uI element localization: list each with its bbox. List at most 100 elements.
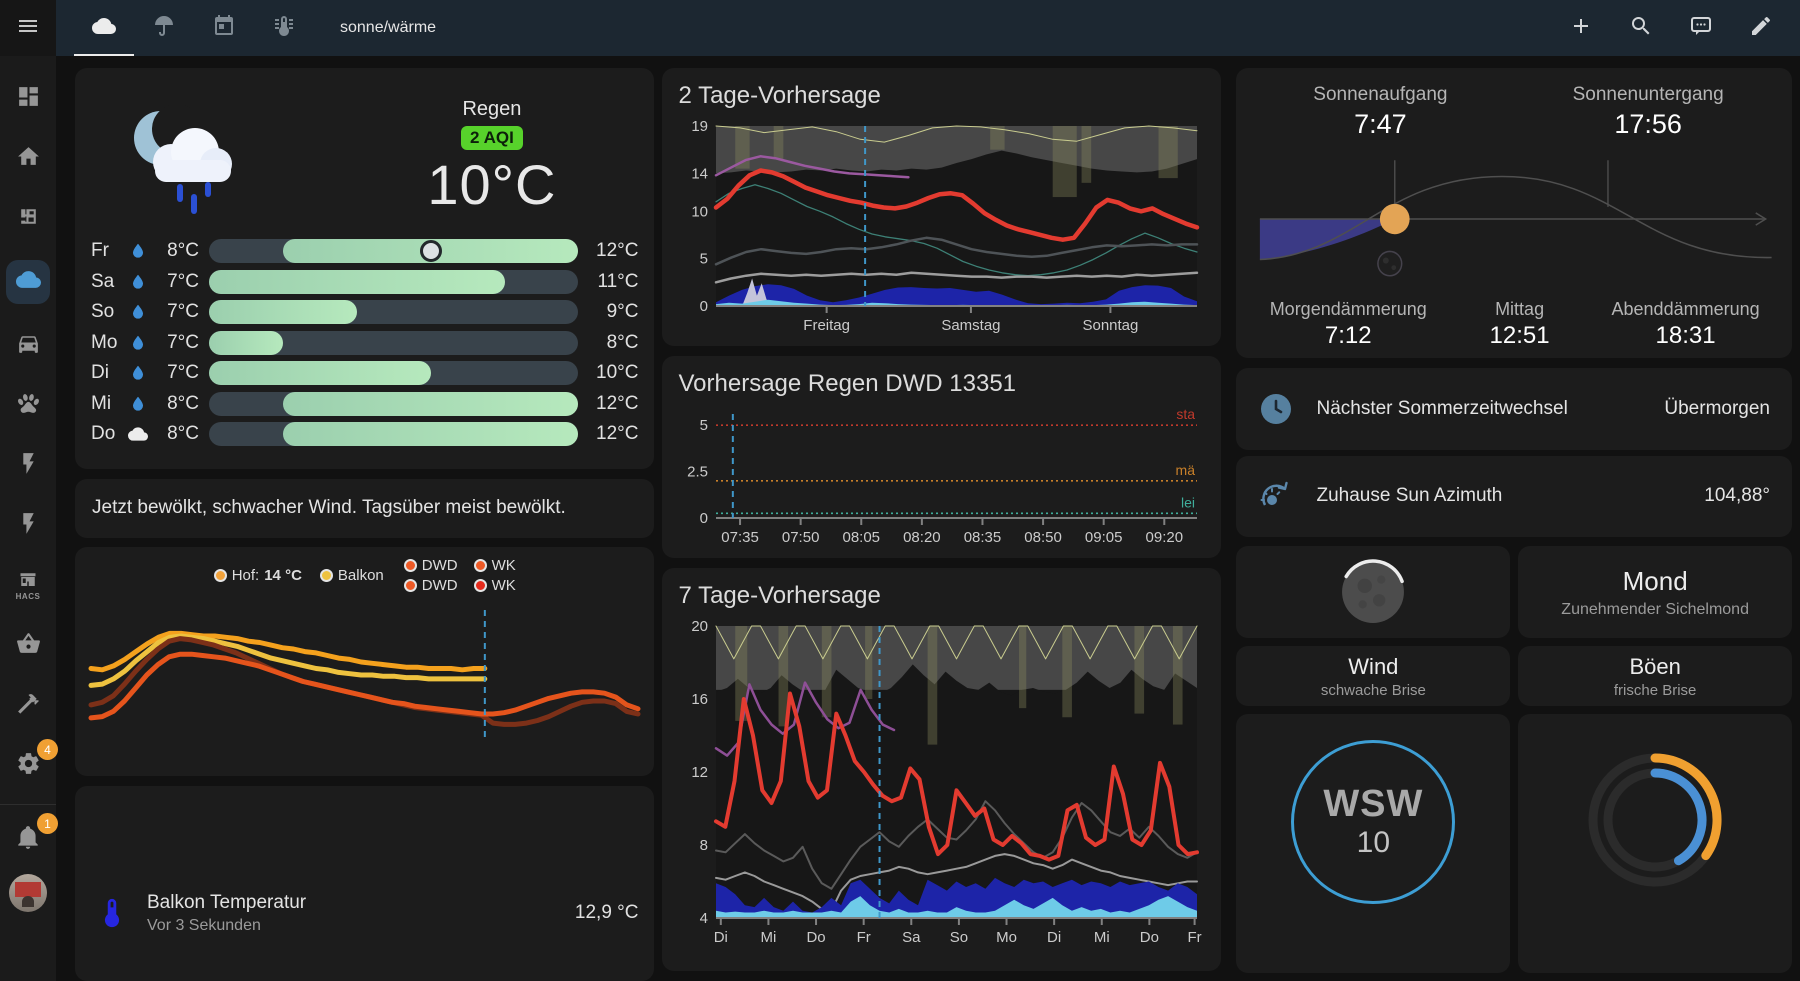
legend-item-wk[interactable]: WK	[473, 557, 516, 575]
legend-item-dwd[interactable]: DWD	[403, 557, 458, 575]
water-drop-icon	[123, 363, 153, 383]
user-avatar[interactable]	[9, 874, 47, 912]
page-title: sonne/wärme	[340, 19, 437, 36]
legend-item-balkon[interactable]: Balkon	[319, 567, 384, 584]
svg-text:8: 8	[700, 837, 708, 854]
balkon-temperature-card[interactable]: Balkon Temperatur Vor 3 Sekunden 12,9 °C	[75, 785, 655, 981]
sidebar-item-floorplan[interactable]	[6, 200, 50, 237]
weather-summary-text: Jetzt bewölkt, schwacher Wind. Tagsüber …	[92, 497, 566, 519]
moon-image-card[interactable]	[1236, 546, 1511, 639]
seven-day-forecast-card[interactable]: 7 Tage-Vorhersage Di Mi Do Fr Sa So Mo Di Mi Do Fr…	[662, 568, 1222, 972]
legend-item-dwd[interactable]: DWD	[403, 577, 458, 594]
sidebar-item-pets[interactable]	[6, 387, 50, 424]
flash-icon	[16, 451, 41, 481]
legend-dot	[403, 559, 417, 573]
temperature-history-card[interactable]: Hof: 14 °C Balkon DWD WK DWD WK	[75, 547, 655, 776]
moon-card[interactable]: Mond Zunehmender Sichelmond	[1518, 546, 1793, 639]
wind-compass-card[interactable]: WSW 10	[1236, 713, 1511, 973]
dst-change-card[interactable]: Nächster Sommerzeitwechsel Übermorgen	[1236, 368, 1792, 450]
forecast-list: Fr 8°C 12°C Sa 7°C 11°C So 7°C 9°C Mo 7°C 8°C Di 7°C 1…	[89, 236, 640, 450]
water-drop-icon	[123, 302, 153, 322]
forecast-row[interactable]: So 7°C 9°C	[89, 297, 640, 328]
compass-ring: WSW 10	[1291, 739, 1456, 904]
sun-path-graphic	[1260, 160, 1773, 277]
sidebar-item-settings[interactable]: 4	[6, 739, 58, 784]
forecast-row[interactable]: Sa 7°C 11°C	[89, 267, 640, 298]
noon-time: 12:51	[1489, 322, 1550, 349]
weather-summary-card[interactable]: Jetzt bewölkt, schwacher Wind. Tagsüber …	[75, 478, 655, 539]
tab-weather[interactable]	[74, 0, 134, 56]
hacs-label: HACS	[15, 591, 41, 601]
aqi-badge[interactable]: 2 AQI	[461, 125, 523, 150]
legend-label: WK	[491, 557, 516, 575]
gear-icon	[16, 751, 41, 781]
sidebar-item-developer-tools[interactable]	[6, 687, 50, 724]
forecast-row[interactable]: Do 8°C 12°C	[89, 419, 640, 450]
sun-azimuth-card[interactable]: Zuhause Sun Azimuth 104,88°	[1236, 455, 1792, 538]
wind-card[interactable]: Wind schwache Brise	[1236, 646, 1511, 706]
calendar-icon	[212, 14, 236, 43]
azimuth-value: 104,88°	[1704, 485, 1770, 507]
cloud-icon	[123, 424, 153, 444]
sidebar-item-weather[interactable]	[6, 260, 50, 304]
two-day-forecast-card[interactable]: 2 Tage-Vorhersage Freitag Samstag Sonntag 0…	[662, 68, 1222, 347]
search-button[interactable]	[1618, 5, 1664, 51]
forecast-temp-bar	[209, 239, 579, 264]
sidebar-item-car[interactable]	[6, 327, 50, 364]
svg-text:0: 0	[700, 510, 708, 527]
legend-label: DWD	[421, 557, 458, 575]
flash-icon	[16, 511, 41, 541]
gusts-card[interactable]: Böen frische Brise	[1518, 646, 1793, 706]
forecast-high-temp: 8°C	[606, 331, 639, 353]
chart-legend: Hof: 14 °C Balkon DWD WK DWD WK	[85, 557, 644, 594]
sidebar-item-dashboards[interactable]	[6, 80, 50, 117]
forecast-day: Fr	[91, 240, 109, 262]
moon-position-dot	[1377, 250, 1403, 277]
forecast-row[interactable]: Di 7°C 10°C	[89, 358, 640, 389]
forecast-temp-bar	[209, 422, 579, 447]
sidebar-item-store[interactable]	[6, 627, 50, 664]
sidebar-item-hacs[interactable]: HACS	[6, 567, 50, 604]
svg-text:Di: Di	[1048, 929, 1062, 946]
sunrise-label: Sonnenaufgang	[1313, 84, 1448, 105]
sidebar-item-power[interactable]	[6, 507, 50, 544]
gusts-description: frische Brise	[1613, 681, 1697, 699]
dashboard-content: Regen 2 AQI 10°C Fr 8°C 12°C Sa 7°C 11°C So 7°C…	[56, 56, 1800, 981]
home-icon	[16, 144, 41, 174]
hamburger-icon	[16, 14, 40, 43]
tab-calendar[interactable]	[194, 0, 254, 56]
menu-button[interactable]	[0, 0, 56, 56]
svg-text:Freitag: Freitag	[804, 317, 851, 334]
temperature-history-chart	[85, 598, 644, 750]
add-button[interactable]	[1558, 5, 1604, 51]
wind-gauge-card[interactable]	[1518, 713, 1793, 973]
forecast-row[interactable]: Fr 8°C 12°C	[89, 236, 640, 267]
legend-item-wk[interactable]: WK	[473, 577, 516, 594]
legend-value: 14 °C	[264, 567, 302, 585]
weather-card[interactable]: Regen 2 AQI 10°C Fr 8°C 12°C Sa 7°C 11°C So 7°C…	[75, 68, 655, 469]
sun-card[interactable]: Sonnenaufgang 7:47 Sonnenuntergang 17:56	[1236, 68, 1792, 358]
tab-rain[interactable]	[134, 0, 194, 56]
basket-icon	[16, 631, 41, 661]
forecast-row[interactable]: Mo 7°C 8°C	[89, 328, 640, 359]
dst-label: Nächster Sommerzeitwechsel	[1316, 397, 1568, 419]
assist-button[interactable]	[1678, 5, 1724, 51]
tab-temperature[interactable]	[254, 0, 314, 56]
sidebar-item-notifications[interactable]: 1	[6, 813, 58, 858]
dusk-label: Abenddämmerung	[1611, 299, 1760, 319]
rain-forecast-card[interactable]: Vorhersage Regen DWD 13351 sta mä lei 07:35…	[662, 356, 1222, 559]
svg-text:Do: Do	[1140, 929, 1159, 946]
sidebar-item-energy[interactable]	[6, 447, 50, 484]
wind-direction: WSW	[1323, 783, 1424, 826]
edit-dashboard-button[interactable]	[1738, 5, 1784, 51]
hammer-icon	[16, 691, 41, 721]
sidebar-item-home[interactable]	[6, 140, 50, 177]
legend-item-hof[interactable]: Hof: 14 °C	[213, 567, 302, 585]
svg-text:sta: sta	[1177, 407, 1196, 423]
forecast-row[interactable]: Mi 8°C 12°C	[89, 389, 640, 420]
svg-text:Di: Di	[714, 929, 728, 946]
current-temperature: 10°C	[427, 152, 557, 216]
dawn-time: 7:12	[1324, 322, 1372, 349]
wind-gauge	[1588, 753, 1722, 887]
forecast-high-temp: 11°C	[597, 270, 639, 292]
